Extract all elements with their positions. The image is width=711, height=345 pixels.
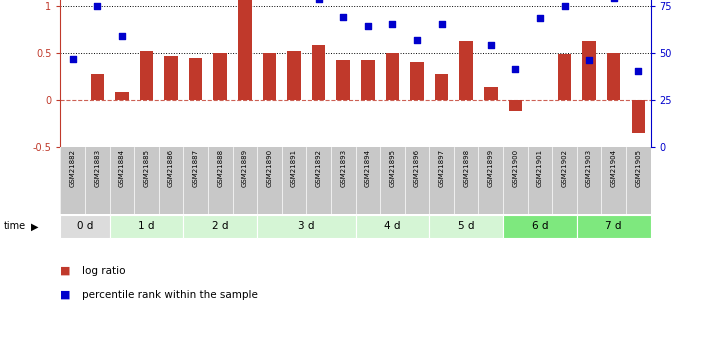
Point [338, 14, 349, 20]
Point [534, 15, 545, 21]
Bar [262, 52, 276, 100]
Point [608, 0, 619, 1]
Bar [503, 215, 577, 238]
Text: GSM21896: GSM21896 [414, 149, 420, 187]
Bar [484, 87, 498, 100]
Text: GSM21890: GSM21890 [267, 149, 272, 187]
Text: GSM21884: GSM21884 [119, 149, 125, 187]
Bar [60, 215, 109, 238]
Point [559, 3, 570, 8]
Bar [435, 74, 449, 100]
Bar [336, 60, 350, 100]
Point [584, 57, 595, 63]
Text: log ratio: log ratio [82, 266, 125, 276]
Text: GSM21888: GSM21888 [218, 149, 223, 187]
Point [313, 0, 324, 2]
Text: 2 d: 2 d [212, 221, 228, 231]
Text: GSM21905: GSM21905 [635, 149, 641, 187]
Bar [582, 41, 596, 100]
Text: GSM21891: GSM21891 [291, 149, 297, 187]
Text: GSM21899: GSM21899 [488, 149, 493, 187]
Text: GSM21902: GSM21902 [562, 149, 567, 187]
Text: GSM21895: GSM21895 [390, 149, 395, 187]
Point [116, 33, 127, 38]
Bar [508, 100, 522, 111]
Text: ■: ■ [60, 290, 71, 300]
Point [92, 3, 103, 8]
Point [67, 57, 78, 62]
Text: GSM21882: GSM21882 [70, 149, 76, 187]
Bar [257, 215, 356, 238]
Bar [577, 215, 651, 238]
Text: percentile rank within the sample: percentile rank within the sample [82, 290, 257, 300]
Bar [238, 0, 252, 100]
Text: GSM21904: GSM21904 [611, 149, 616, 187]
Bar [429, 215, 503, 238]
Bar [90, 74, 104, 100]
Text: GSM21897: GSM21897 [439, 149, 444, 187]
Point [411, 38, 422, 43]
Bar [189, 58, 203, 100]
Text: ▶: ▶ [31, 221, 38, 231]
Text: GSM21892: GSM21892 [316, 149, 321, 187]
Text: 0 d: 0 d [77, 221, 93, 231]
Point [633, 69, 644, 74]
Bar [140, 51, 154, 100]
Text: GSM21903: GSM21903 [586, 149, 592, 187]
Bar [361, 60, 375, 100]
Text: GSM21901: GSM21901 [537, 149, 543, 187]
Text: GSM21883: GSM21883 [95, 149, 100, 187]
Text: GSM21898: GSM21898 [463, 149, 469, 187]
Point [387, 22, 398, 27]
Text: 5 d: 5 d [458, 221, 474, 231]
Text: GSM21900: GSM21900 [513, 149, 518, 187]
Text: 6 d: 6 d [532, 221, 548, 231]
Text: GSM21885: GSM21885 [144, 149, 149, 187]
Bar [557, 55, 571, 100]
Point [436, 22, 447, 27]
Bar [312, 45, 326, 100]
Text: 7 d: 7 d [606, 221, 622, 231]
Text: 1 d: 1 d [138, 221, 155, 231]
Text: GSM21893: GSM21893 [340, 149, 346, 187]
Bar [631, 100, 645, 132]
Bar [356, 215, 429, 238]
Point [362, 23, 373, 29]
Text: GSM21887: GSM21887 [193, 149, 198, 187]
Text: GSM21889: GSM21889 [242, 149, 248, 187]
Point [510, 66, 521, 71]
Text: GSM21886: GSM21886 [168, 149, 174, 187]
Text: ■: ■ [60, 266, 71, 276]
Text: 4 d: 4 d [384, 221, 400, 231]
Bar [183, 215, 257, 238]
Bar [109, 215, 183, 238]
Text: 3 d: 3 d [298, 221, 314, 231]
Text: GSM21894: GSM21894 [365, 149, 371, 187]
Bar [385, 52, 399, 100]
Point [485, 42, 496, 48]
Bar [164, 56, 178, 100]
Bar [115, 92, 129, 100]
Bar [287, 51, 301, 100]
Bar [213, 52, 227, 100]
Bar [410, 62, 424, 100]
Bar [459, 41, 473, 100]
Bar [607, 52, 621, 100]
Text: time: time [4, 221, 26, 231]
